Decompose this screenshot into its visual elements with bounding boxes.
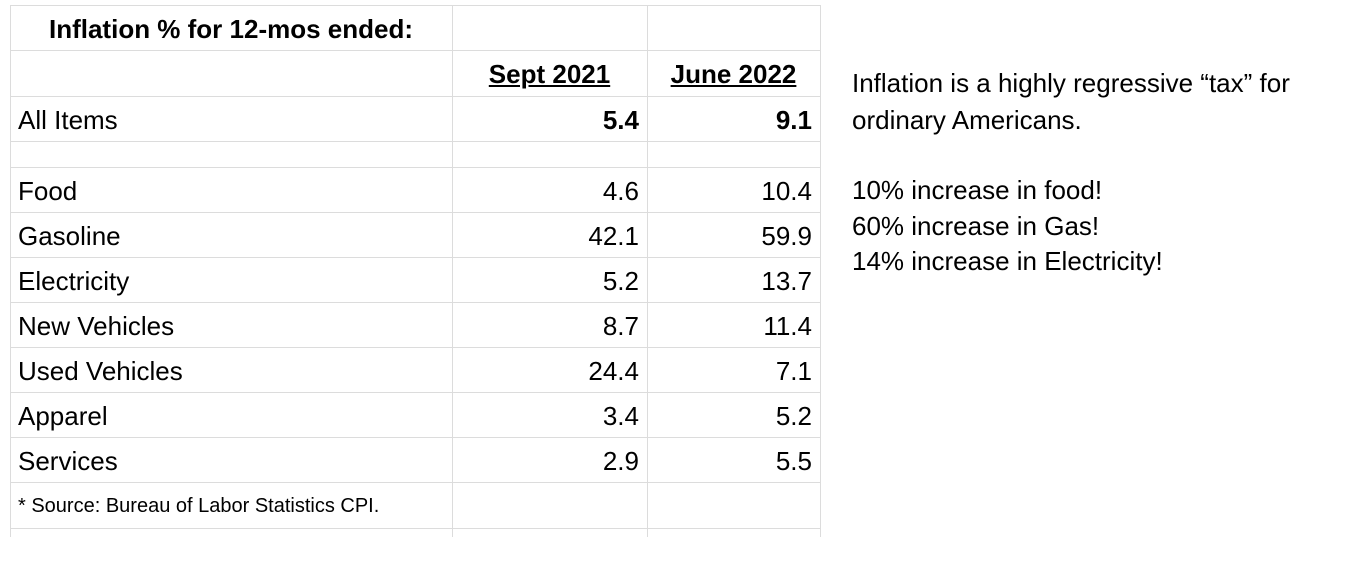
grid-line <box>10 302 821 303</box>
grid-line <box>10 141 821 142</box>
row-label: Services <box>18 445 118 476</box>
column-header: June 2022 <box>670 59 797 89</box>
row-label: Gasoline <box>18 220 121 251</box>
row-label: New Vehicles <box>18 310 175 341</box>
cell-value: 42.1 <box>588 220 639 251</box>
cell-value: 8.7 <box>602 310 639 341</box>
cell-value: 2.9 <box>602 445 639 476</box>
cell-value: 5.5 <box>775 445 812 476</box>
grid-line <box>10 96 821 97</box>
grid-line <box>10 167 821 168</box>
cell-value: 5.2 <box>602 265 639 296</box>
row-label: Electricity <box>18 265 130 296</box>
row-label: Apparel <box>18 400 108 431</box>
cell-value: 7.1 <box>775 355 812 386</box>
note-point: 60% increase in Gas! <box>852 210 1100 241</box>
row-label: Food <box>18 175 78 206</box>
note-text: Inflation is a highly regressive “tax” f… <box>852 68 1290 98</box>
grid-line <box>10 482 821 483</box>
grid-line <box>10 528 821 529</box>
grid-line <box>10 212 821 213</box>
grid-line <box>10 392 821 393</box>
footnote: * Source: Bureau of Labor Statistics CPI… <box>18 495 380 517</box>
cell-value: 59.9 <box>761 220 812 251</box>
note-point: 10% increase in food! <box>852 175 1103 205</box>
cell-value: 5.2 <box>775 400 812 431</box>
cell-value: 13.7 <box>761 265 812 296</box>
grid-line <box>10 347 821 348</box>
cell-value: 11.4 <box>763 310 812 341</box>
cell-value: 24.4 <box>588 355 639 386</box>
grid-line <box>647 5 648 537</box>
cell-value: 10.4 <box>761 175 812 206</box>
grid-line <box>10 5 821 6</box>
grid-line <box>10 437 821 438</box>
grid-line <box>10 5 11 537</box>
total-value: 9.1 <box>775 104 812 135</box>
column-header: Sept 2021 <box>488 59 611 89</box>
table-title: Inflation % for 12-mos ended: <box>48 13 414 44</box>
grid-line <box>820 5 821 537</box>
row-label: Used Vehicles <box>18 355 183 386</box>
note-point: 14% increase in Electricity! <box>852 246 1163 276</box>
note-text: ordinary Americans. <box>852 105 1082 135</box>
grid-line <box>10 50 821 51</box>
row-label: All Items <box>18 104 118 135</box>
grid-line <box>10 257 821 258</box>
grid-line <box>452 5 453 537</box>
cell-value: 4.6 <box>602 175 639 206</box>
cell-value: 3.4 <box>602 400 639 431</box>
total-value: 5.4 <box>602 104 639 135</box>
